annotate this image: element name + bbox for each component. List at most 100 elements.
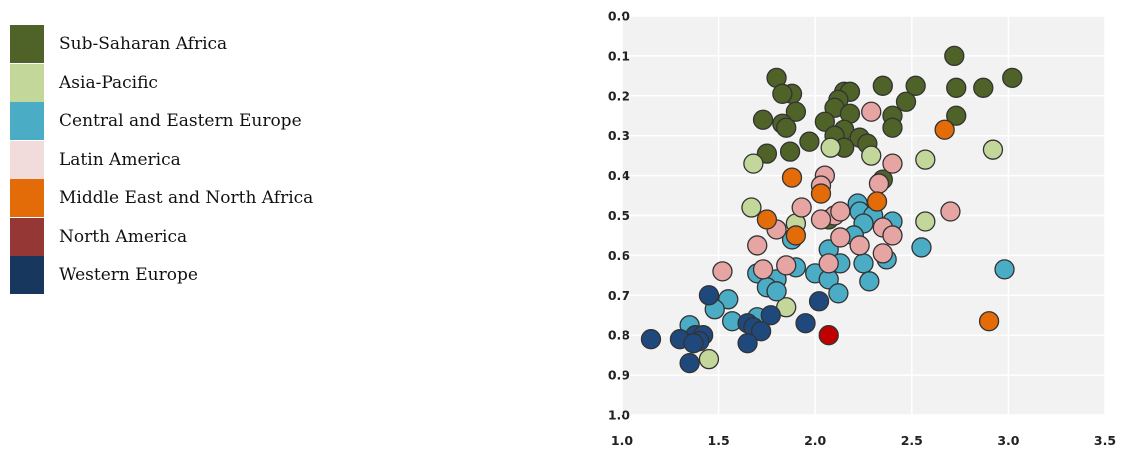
- legend-item: Western Europe: [10, 256, 313, 295]
- point-central-and-eastern-europe: [718, 289, 739, 310]
- point-latin-america: [882, 153, 903, 174]
- legend-item: Sub-Saharan Africa: [10, 25, 313, 64]
- point-latin-america: [776, 255, 797, 276]
- point-sub-saharan-africa: [905, 75, 926, 96]
- point-asia-pacific: [698, 348, 720, 370]
- y-tick-label: 0.5: [608, 208, 630, 223]
- point-sub-saharan-africa: [946, 77, 967, 98]
- legend-item: Middle East and North Africa: [10, 179, 313, 218]
- point-sub-saharan-africa: [973, 77, 994, 98]
- point-latin-america: [791, 197, 812, 218]
- point-sub-saharan-africa: [895, 91, 917, 112]
- point-latin-america: [872, 243, 893, 264]
- point-latin-america: [868, 173, 890, 194]
- point-middle-east-and-north-africa: [781, 167, 803, 188]
- point-latin-america: [830, 201, 851, 222]
- legend-item: Central and Eastern Europe: [10, 102, 313, 141]
- x-tick-label: 2.5: [901, 433, 923, 448]
- y-tick-label: 0.3: [608, 128, 630, 143]
- point-latin-america: [712, 261, 733, 282]
- y-tick-label: 0.6: [608, 248, 630, 263]
- y-tick-label: 0.0: [608, 9, 630, 24]
- point-western-europe: [683, 333, 704, 354]
- y-tick-label: 0.1: [608, 48, 630, 63]
- point-asia-pacific: [820, 137, 841, 158]
- point-central-and-eastern-europe: [766, 281, 787, 302]
- x-tick-label: 1.0: [611, 433, 633, 448]
- legend-item: Asia-Pacific: [10, 63, 313, 103]
- point-middle-east-and-north-africa: [785, 225, 807, 246]
- point-latin-america: [752, 259, 774, 280]
- legend-item: Latin America: [10, 140, 313, 180]
- point-latin-america: [830, 227, 851, 248]
- legend-swatch: [10, 25, 44, 64]
- point-central-and-eastern-europe: [828, 283, 849, 304]
- legend-label: Latin America: [59, 149, 181, 170]
- legend-swatch: [10, 140, 44, 179]
- point-central-and-eastern-europe: [994, 259, 1015, 280]
- point-western-europe: [795, 313, 816, 334]
- y-tick-label: 0.4: [608, 168, 630, 183]
- legend-label: Middle East and North Africa: [59, 188, 314, 209]
- legend-label: Western Europe: [59, 265, 198, 286]
- point-western-europe: [737, 333, 758, 354]
- x-tick-label: 3.5: [1094, 433, 1116, 448]
- point-sub-saharan-africa: [1002, 67, 1023, 88]
- point-asia-pacific: [743, 153, 764, 174]
- legend-swatch: [10, 256, 44, 295]
- y-tick-label: 0.9: [608, 368, 630, 383]
- x-tick-label: 1.5: [708, 433, 730, 448]
- point-middle-east-and-north-africa: [934, 119, 955, 140]
- point-sub-saharan-africa: [872, 75, 893, 96]
- point-sub-saharan-africa: [779, 141, 801, 162]
- point-central-and-eastern-europe: [853, 253, 874, 274]
- point-sub-saharan-africa: [814, 111, 836, 132]
- point-north-america: [818, 325, 839, 346]
- legend-label: Central and Eastern Europe: [59, 111, 302, 132]
- point-sub-saharan-africa: [946, 105, 967, 126]
- point-middle-east-and-north-africa: [810, 183, 832, 204]
- point-asia-pacific: [915, 149, 936, 170]
- point-western-europe: [760, 305, 781, 326]
- legend-label: Asia-Pacific: [59, 72, 158, 93]
- y-tick-label: 1.0: [608, 408, 630, 423]
- legend-label: North America: [59, 226, 188, 247]
- legend-swatch: [10, 217, 44, 256]
- point-sub-saharan-africa: [882, 117, 903, 138]
- point-sub-saharan-africa: [752, 109, 774, 130]
- point-sub-saharan-africa: [772, 83, 793, 104]
- point-central-and-eastern-europe: [911, 237, 932, 258]
- point-middle-east-and-north-africa: [866, 191, 888, 212]
- point-western-europe: [808, 291, 830, 312]
- point-latin-america: [747, 235, 768, 256]
- point-latin-america: [810, 209, 832, 230]
- point-sub-saharan-africa: [756, 143, 778, 164]
- point-asia-pacific: [915, 211, 936, 232]
- point-western-europe: [698, 285, 720, 306]
- point-sub-saharan-africa: [785, 101, 807, 122]
- legend-swatch: [10, 102, 44, 141]
- point-latin-america: [849, 235, 870, 256]
- point-asia-pacific: [861, 145, 882, 166]
- point-western-europe: [679, 352, 700, 374]
- point-western-europe: [750, 321, 772, 342]
- point-sub-saharan-africa: [799, 131, 820, 152]
- point-asia-pacific: [982, 139, 1004, 160]
- point-asia-pacific: [741, 197, 762, 218]
- point-central-and-eastern-europe: [859, 271, 880, 292]
- x-tick-label: 3.0: [997, 433, 1019, 448]
- point-middle-east-and-north-africa: [756, 209, 778, 230]
- point-sub-saharan-africa: [776, 117, 797, 138]
- x-tick-label: 2.0: [804, 433, 826, 448]
- point-latin-america: [882, 225, 903, 246]
- point-western-europe: [640, 329, 662, 350]
- legend-label: Sub-Saharan Africa: [59, 34, 228, 55]
- point-latin-america: [861, 101, 882, 122]
- point-latin-america: [818, 253, 839, 274]
- y-tick-label: 0.8: [608, 328, 630, 343]
- point-latin-america: [940, 201, 961, 222]
- point-middle-east-and-north-africa: [978, 311, 1000, 332]
- legend-swatch: [10, 179, 44, 218]
- y-tick-label: 0.7: [608, 288, 630, 303]
